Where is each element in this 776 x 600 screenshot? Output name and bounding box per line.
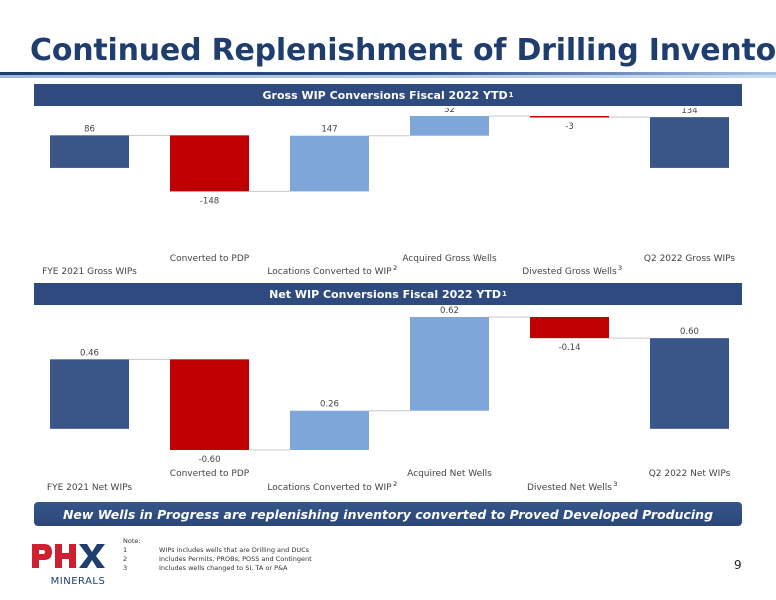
summary-banner-text: New Wells in Progress are replenishing i… bbox=[62, 506, 714, 522]
data-label: 134 bbox=[681, 108, 697, 116]
page-number: 9 bbox=[734, 558, 742, 572]
category-footnote: 3 bbox=[613, 480, 617, 488]
footnote-number: 3 bbox=[123, 564, 128, 572]
category-label: Q2 2022 Gross WIPs bbox=[644, 254, 735, 264]
category-label: FYE 2021 Gross WIPs bbox=[42, 267, 137, 277]
data-label: -3 bbox=[565, 122, 573, 132]
svg-text:MINERALS: MINERALS bbox=[51, 576, 106, 587]
footnote-text: Includes wells changed to SI, TA or P&A bbox=[159, 564, 288, 572]
category-footnote: 2 bbox=[393, 480, 397, 488]
gross-chart-title: Gross WIP Conversions Fiscal 2022 YTD bbox=[262, 88, 508, 102]
net-chart-title-bar: Net WIP Conversions Fiscal 2022 YTD 1 bbox=[34, 283, 742, 305]
data-label: -0.60 bbox=[199, 455, 221, 465]
data-label: 52 bbox=[444, 108, 455, 115]
phx-minerals-logo: MINERALS bbox=[32, 544, 106, 587]
category-footnote: 3 bbox=[618, 264, 622, 272]
waterfall-bar bbox=[410, 317, 489, 411]
waterfall-bar bbox=[530, 116, 609, 118]
data-label: 147 bbox=[321, 125, 337, 135]
footnote-text: WIPs includes wells that are Drilling an… bbox=[159, 546, 310, 554]
footnote-3: 3 Includes wells changed to SI, TA or P&… bbox=[123, 564, 312, 573]
data-label: 0.60 bbox=[680, 327, 699, 337]
data-label: 0.62 bbox=[440, 306, 459, 316]
notes-heading: Note: bbox=[123, 537, 141, 545]
footnote-number: 2 bbox=[123, 555, 128, 563]
waterfall-bar bbox=[290, 135, 369, 192]
category-label: Divested Gross Wells bbox=[522, 267, 617, 277]
category-label: Locations Converted to WIP bbox=[267, 483, 392, 493]
footnotes: Note: 1 WIPs includes wells that are Dri… bbox=[123, 537, 312, 573]
data-label: -148 bbox=[200, 196, 219, 206]
category-label: FYE 2021 Net WIPs bbox=[47, 483, 132, 493]
category-label: Converted to PDP bbox=[170, 254, 250, 264]
title-rule bbox=[0, 72, 776, 78]
summary-banner: New Wells in Progress are replenishing i… bbox=[34, 502, 742, 526]
footnote-1: 1 WIPs includes wells that are Drilling … bbox=[123, 546, 312, 555]
data-label: 86 bbox=[84, 124, 95, 134]
category-footnote: 2 bbox=[393, 264, 397, 272]
waterfall-bar bbox=[650, 338, 729, 429]
page-title: Continued Replenishment of Drilling Inve… bbox=[30, 33, 776, 68]
waterfall-bar bbox=[170, 135, 249, 192]
category-label: Acquired Net Wells bbox=[407, 469, 492, 479]
waterfall-bar bbox=[290, 410, 369, 450]
waterfall-bar bbox=[650, 117, 729, 168]
waterfall-bar bbox=[50, 359, 129, 429]
waterfall-bar bbox=[50, 135, 129, 168]
gross-chart-title-bar: Gross WIP Conversions Fiscal 2022 YTD 1 bbox=[34, 84, 742, 106]
data-label: 0.26 bbox=[320, 400, 339, 410]
waterfall-bar bbox=[410, 116, 489, 136]
net-waterfall-chart: 0.46 FYE 2021 Net WIPs -0.60 Converted to P… bbox=[47, 306, 731, 493]
gross-waterfall-chart: 86 FYE 2021 Gross WIPs -148 Converted to PD… bbox=[42, 108, 735, 277]
data-label: 0.46 bbox=[80, 348, 99, 358]
footnote-2: 2 Includes Permits, PROBs, POSS and Cont… bbox=[123, 555, 312, 564]
net-chart-title: Net WIP Conversions Fiscal 2022 YTD bbox=[269, 287, 502, 301]
category-label: Locations Converted to WIP bbox=[267, 267, 392, 277]
category-label: Converted to PDP bbox=[170, 469, 250, 479]
waterfall-bar bbox=[530, 317, 609, 339]
data-label: -0.14 bbox=[559, 343, 581, 353]
category-label: Q2 2022 Net WIPs bbox=[649, 469, 731, 479]
category-label: Divested Net Wells bbox=[527, 483, 612, 493]
net-chart-title-footnote: 1 bbox=[502, 290, 507, 298]
footnote-text: Includes Permits, PROBs, POSS and Contin… bbox=[159, 555, 312, 563]
category-label: Acquired Gross Wells bbox=[402, 254, 497, 264]
footnote-number: 1 bbox=[123, 546, 128, 554]
gross-chart-title-footnote: 1 bbox=[508, 91, 514, 99]
waterfall-bar bbox=[170, 359, 249, 450]
